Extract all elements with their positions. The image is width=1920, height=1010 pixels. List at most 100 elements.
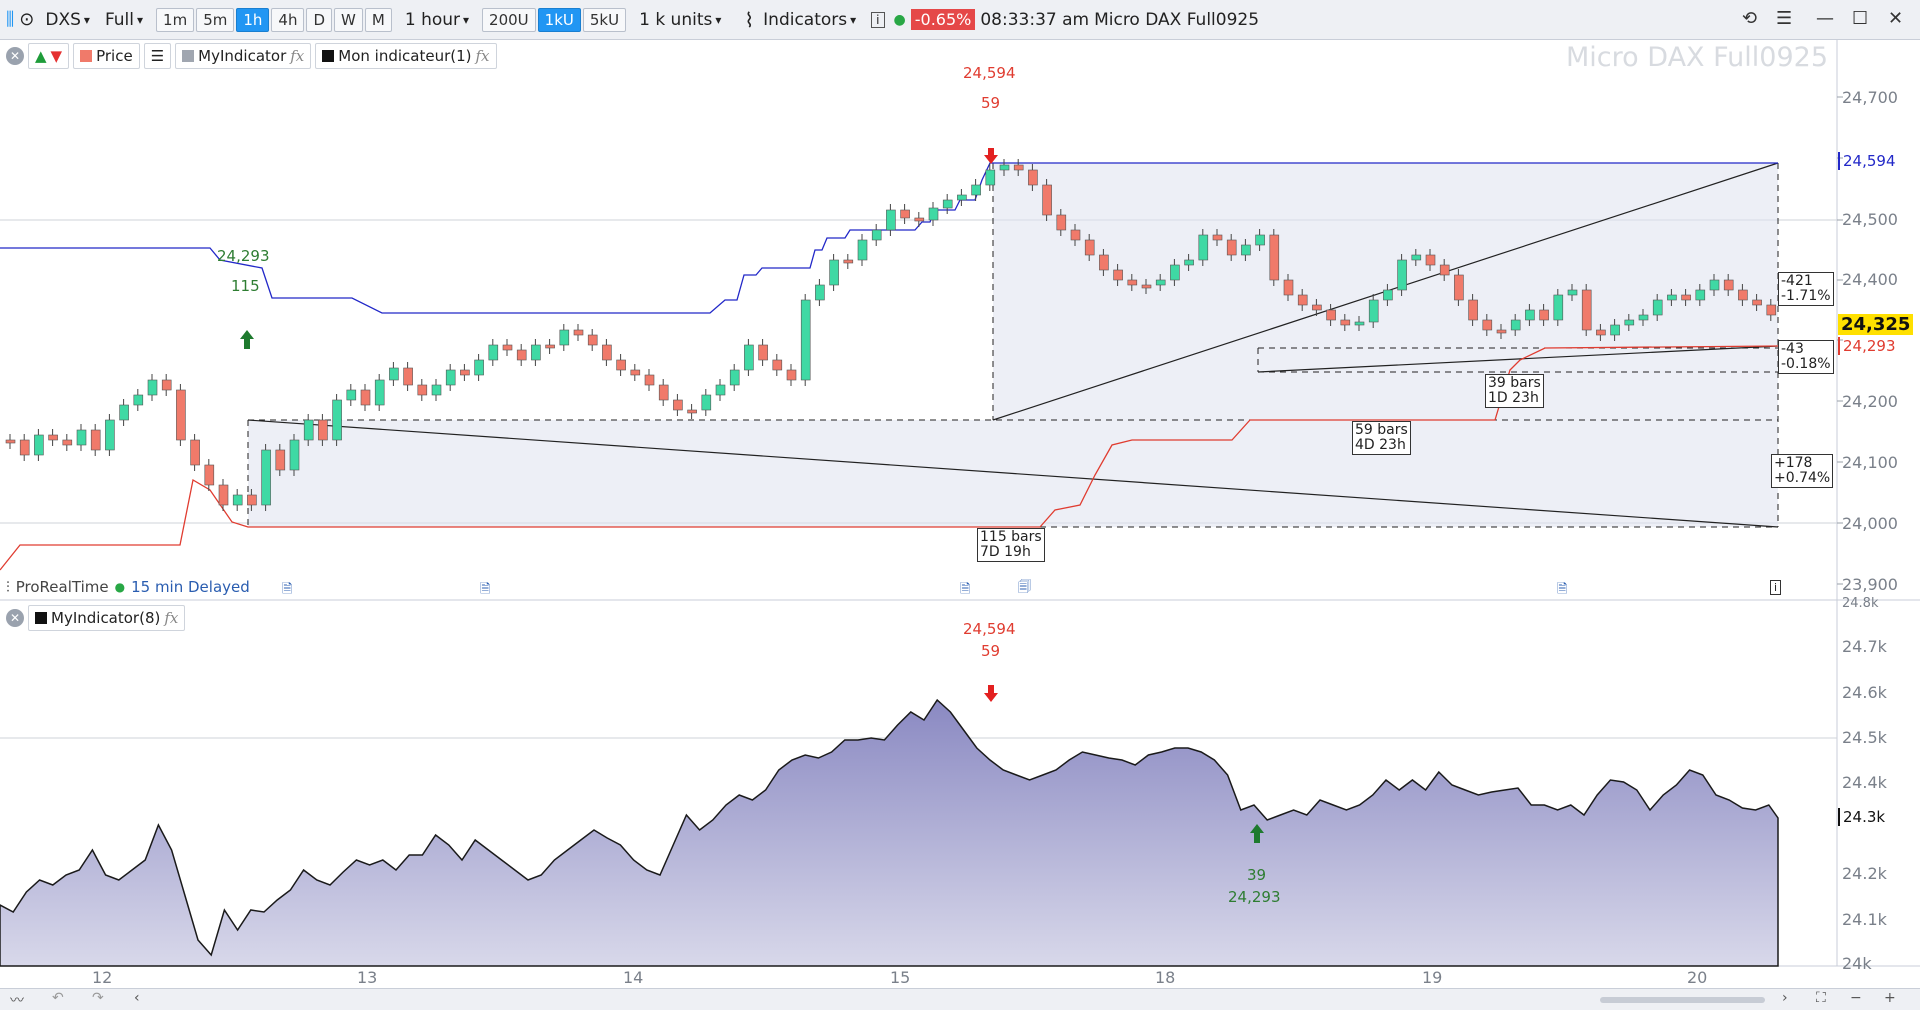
candle <box>502 344 513 351</box>
lower-axis-label: 24.4k <box>1842 773 1887 792</box>
candle <box>48 434 58 441</box>
left-bars-label: 115 <box>231 277 260 295</box>
current-price-tag: 24,325 <box>1838 314 1914 335</box>
timeframe-button[interactable]: W <box>334 7 363 32</box>
candle <box>247 494 257 506</box>
note-icon[interactable]: 🗎 <box>1557 582 1568 597</box>
candle <box>1525 309 1535 321</box>
indicators-icon[interactable]: ⌇ <box>744 7 755 32</box>
candle <box>1397 259 1407 291</box>
zoom-out-icon[interactable]: − <box>1850 990 1862 1006</box>
candle <box>460 369 470 376</box>
candle <box>673 399 683 411</box>
arrow-down-icon[interactable]: ▼ <box>50 47 63 65</box>
sell-arrow-icon <box>984 148 998 164</box>
candle <box>261 449 271 506</box>
close-lower-panel-icon[interactable]: ✕ <box>6 609 24 627</box>
note-icon[interactable]: 🗎 <box>960 582 971 597</box>
units-group: 200U 1kU 5kU <box>482 7 627 32</box>
candle <box>161 379 172 391</box>
indicator-bar: ✕ ▲ ▼ Price ☰ MyIndicator fx Mon indicateu… <box>0 40 497 72</box>
fx-icon[interactable]: fx <box>164 609 179 627</box>
note-icon[interactable]: 🗎 <box>282 582 293 597</box>
candle <box>1283 279 1294 296</box>
candle <box>1638 314 1649 321</box>
candle <box>999 164 1010 171</box>
candle <box>857 239 868 261</box>
list-icon-chip[interactable]: ☰ <box>143 43 172 69</box>
scrollbar[interactable] <box>1600 997 1765 1003</box>
fx-icon[interactable]: fx <box>290 47 305 65</box>
candle <box>1581 289 1592 331</box>
candle <box>573 329 584 336</box>
myindicator-chip[interactable]: MyIndicator fx <box>175 43 312 69</box>
indicator-area <box>0 698 1779 967</box>
redo-icon[interactable]: ↷ <box>92 990 104 1006</box>
close-icon[interactable]: ✕ <box>1888 8 1904 29</box>
info-icon[interactable]: i <box>871 11 885 28</box>
zoom-in-icon[interactable]: + <box>1884 990 1896 1006</box>
timeframe-button[interactable]: D <box>306 7 333 32</box>
candle <box>1553 294 1564 321</box>
timeframe-button[interactable]: 5m <box>196 7 235 32</box>
units-selector[interactable]: 1 k units <box>639 10 721 30</box>
candle <box>488 344 499 361</box>
maximize-icon[interactable]: ☐ <box>1852 8 1869 29</box>
candle <box>630 369 641 376</box>
undo-icon[interactable]: ↶ <box>52 990 64 1006</box>
note-icon[interactable]: 🗐 <box>1018 580 1031 595</box>
minimize-icon[interactable]: — <box>1816 8 1834 29</box>
scroll-left-icon[interactable]: ‹ <box>134 990 140 1006</box>
fit-screen-icon[interactable]: ⛶ <box>1816 990 1826 1006</box>
scroll-right-icon[interactable]: › <box>1782 990 1788 1006</box>
timeframe-button[interactable]: 4h <box>271 7 305 32</box>
symbol-selector[interactable]: DXS <box>45 10 90 30</box>
units-button[interactable]: 5kU <box>582 7 627 32</box>
indicators-menu[interactable]: Indicators <box>763 10 856 30</box>
fx-icon[interactable]: fx <box>475 47 490 65</box>
full-selector[interactable]: Full <box>105 10 143 30</box>
period-selector[interactable]: 1 hour <box>405 10 469 30</box>
close-panel-icon[interactable]: ✕ <box>6 47 24 65</box>
candle <box>1752 299 1762 306</box>
candle <box>1127 279 1138 286</box>
timeframe-group: 1m 5m 1h 4h D W M <box>156 7 392 32</box>
measure-label-2-bars: 59 bars <box>1355 422 1408 438</box>
left-value-label: 24,293 <box>217 247 270 265</box>
candle <box>90 429 101 451</box>
drawing-tool-icon[interactable]: 〰 <box>10 993 24 1009</box>
candle <box>417 384 428 396</box>
ind2-color-icon <box>322 50 335 62</box>
price-chip[interactable]: Price <box>73 43 140 69</box>
menu-icon[interactable]: ☰ <box>1776 8 1793 29</box>
arrow-up-icon[interactable]: ▲ <box>35 47 47 65</box>
candle <box>758 344 768 361</box>
price-axis-label: 24,200 <box>1842 392 1898 411</box>
lower-indicator-chip[interactable]: MyIndicator(8) fx <box>28 605 186 631</box>
candle <box>62 439 73 446</box>
units-button[interactable]: 200U <box>482 7 536 32</box>
candles-icon[interactable]: ⫼ <box>6 9 15 30</box>
lower-high-value: 24,594 <box>963 620 1016 638</box>
candle <box>1170 264 1180 281</box>
candle <box>1013 164 1024 171</box>
candle <box>5 439 16 444</box>
measure-label-1-bars: 115 bars <box>980 529 1042 545</box>
mon-indicateur-chip[interactable]: Mon indicateur(1) fx <box>315 43 497 69</box>
candle <box>1510 319 1521 331</box>
note-icon[interactable]: 🗎 <box>480 582 491 597</box>
x-axis-label: 15 <box>890 968 911 987</box>
sync-icon[interactable]: ⟲ <box>1742 8 1758 29</box>
timeframe-button[interactable]: 1m <box>156 7 195 32</box>
candle <box>1184 259 1194 266</box>
candle <box>332 399 342 441</box>
timeframe-button[interactable]: M <box>364 7 392 32</box>
units-button[interactable]: 1kU <box>537 7 581 32</box>
info-marker-icon[interactable]: i <box>1770 580 1782 595</box>
x-axis-label: 12 <box>92 968 113 987</box>
timeframe-button[interactable]: 1h <box>236 7 270 32</box>
order-buttons[interactable]: ▲ ▼ <box>28 43 70 69</box>
